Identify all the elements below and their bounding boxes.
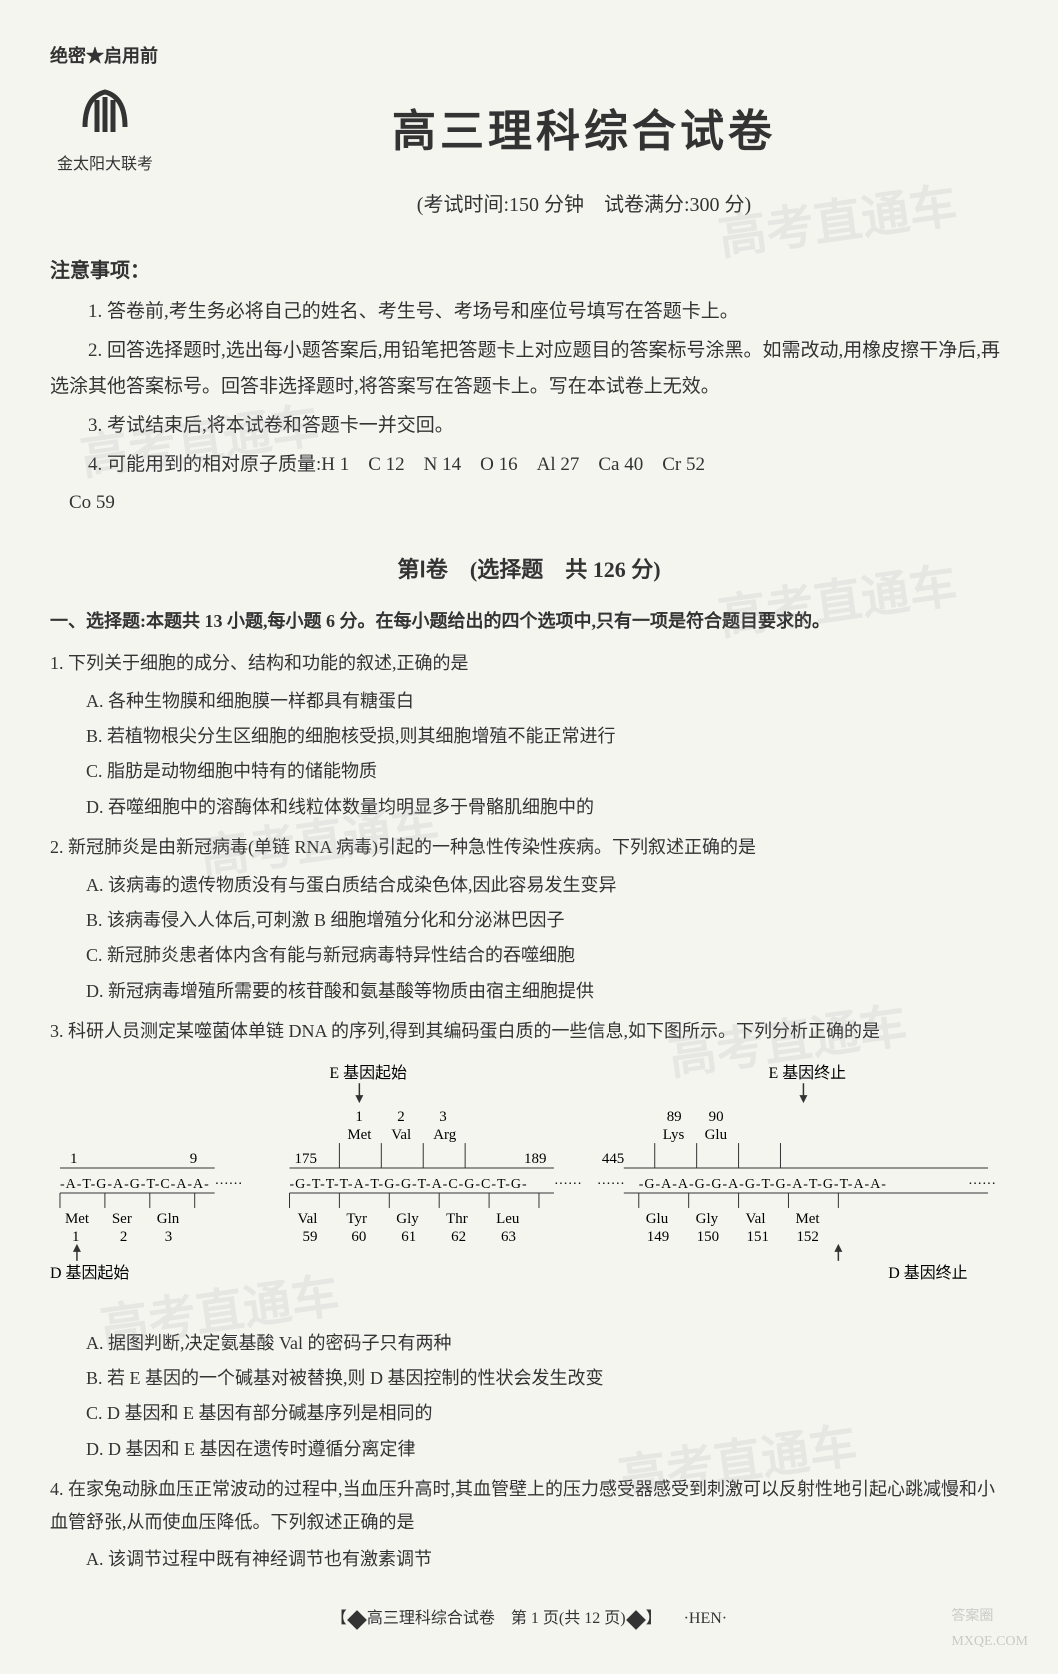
- question-2: 2. 新冠肺炎是由新冠病毒(单链 RNA 病毒)引起的一种急性传染性疾病。下列叙…: [50, 831, 1008, 1007]
- atomic-mass-co: Co 59: [50, 486, 1008, 520]
- svg-text:89: 89: [667, 1109, 682, 1125]
- svg-text:1: 1: [355, 1109, 362, 1125]
- instruction-item: 3. 考试结束后,将本试卷和答题卡一并交回。: [50, 408, 1008, 444]
- svg-text:Gly: Gly: [396, 1210, 419, 1226]
- main-title: 高三理科综合试卷: [160, 92, 1008, 171]
- instructions-title: 注意事项：: [50, 253, 1008, 289]
- e-end-label: E 基因终止: [769, 1064, 847, 1082]
- question-3: 3. 科研人员测定某噬菌体单链 DNA 的序列,得到其编码蛋白质的一些信息,如下…: [50, 1015, 1008, 1465]
- svg-text:61: 61: [401, 1228, 416, 1244]
- header-section: 金太阳大联考 高三理科综合试卷 (考试时间:150 分钟 试卷满分:300 分): [50, 82, 1008, 242]
- svg-text:60: 60: [351, 1228, 366, 1244]
- svg-text:······: ······: [968, 1177, 996, 1192]
- svg-text:175: 175: [294, 1151, 316, 1167]
- svg-text:62: 62: [451, 1228, 466, 1244]
- diamond-icon: [347, 1610, 367, 1630]
- option: A. 据图判断,决定氨基酸 Val 的密码子只有两种: [50, 1327, 1008, 1359]
- svg-text:Val: Val: [297, 1210, 317, 1226]
- corner-watermark: 答案圈 MXQE.COM: [951, 1604, 1028, 1654]
- svg-text:-G-A-A-G-G-A-G-T-G-A-T-G-T-A-A: -G-A-A-G-G-A-G-T-G-A-T-G-T-A-A-: [639, 1177, 887, 1192]
- logo-text: 金太阳大联考: [50, 151, 160, 180]
- gene-diagram: E 基因起始 E 基因终止 1 2 3 89 90 Met Val Arg Ly…: [50, 1063, 1008, 1312]
- svg-text:Thr: Thr: [446, 1210, 468, 1226]
- option: A. 该病毒的遗传物质没有与蛋白质结合成染色体,因此容易发生变异: [50, 869, 1008, 901]
- svg-text:63: 63: [501, 1228, 516, 1244]
- instruction-item: 1. 答卷前,考生务必将自己的姓名、考生号、考场号和座位号填写在答题卡上。: [50, 294, 1008, 330]
- svg-text:149: 149: [647, 1228, 669, 1244]
- question-text: 2. 新冠肺炎是由新冠病毒(单链 RNA 病毒)引起的一种急性传染性疾病。下列叙…: [50, 831, 1008, 863]
- svg-text:Gln: Gln: [157, 1210, 180, 1226]
- exam-info: (考试时间:150 分钟 试卷满分:300 分): [160, 187, 1008, 223]
- question-text: 1. 下列关于细胞的成分、结构和功能的叙述,正确的是: [50, 647, 1008, 679]
- svg-text:Met: Met: [65, 1210, 90, 1226]
- svg-text:3: 3: [165, 1228, 172, 1244]
- part-title: 第Ⅰ卷 (选择题 共 126 分): [50, 550, 1008, 590]
- svg-text:Lys: Lys: [663, 1127, 685, 1143]
- svg-text:Glu: Glu: [705, 1127, 728, 1143]
- svg-text:9: 9: [190, 1151, 197, 1167]
- svg-text:59: 59: [302, 1228, 317, 1244]
- option: C. 新冠肺炎患者体内含有能与新冠病毒特异性结合的吞噬细胞: [50, 939, 1008, 971]
- svg-text:-G-T-T-T-A-T-G-G-T-A-C-G-C-T-G: -G-T-T-T-A-T-G-G-T-A-C-G-C-T-G-: [290, 1177, 528, 1192]
- option: C. D 基因和 E 基因有部分碱基序列是相同的: [50, 1397, 1008, 1429]
- svg-text:Val: Val: [391, 1127, 411, 1143]
- option: B. 若 E 基因的一个碱基对被替换,则 D 基因控制的性状会发生改变: [50, 1362, 1008, 1394]
- svg-text:1: 1: [70, 1151, 77, 1167]
- svg-text:Met: Met: [347, 1127, 372, 1143]
- svg-text:······: ······: [215, 1177, 243, 1192]
- svg-text:Tyr: Tyr: [346, 1210, 367, 1226]
- svg-text:3: 3: [439, 1109, 446, 1125]
- svg-text:445: 445: [602, 1151, 624, 1167]
- svg-text:150: 150: [697, 1228, 719, 1244]
- svg-text:-A-T-G-A-G-T-C-A-A-: -A-T-G-A-G-T-C-A-A-: [60, 1177, 210, 1192]
- svg-text:······: ······: [554, 1177, 582, 1192]
- svg-text:······: ······: [597, 1177, 625, 1192]
- question-text: 4. 在家兔动脉血压正常波动的过程中,当血压升高时,其血管壁上的压力感受器感受到…: [50, 1473, 1008, 1538]
- title-block: 高三理科综合试卷 (考试时间:150 分钟 试卷满分:300 分): [160, 82, 1008, 242]
- option: A. 该调节过程中既有神经调节也有激素调节: [50, 1543, 1008, 1575]
- option: C. 脂肪是动物细胞中特有的储能物质: [50, 755, 1008, 787]
- page-footer: 【高三理科综合试卷 第 1 页(共 12 页)】·HEN·: [50, 1605, 1008, 1634]
- classification-label: 绝密★启用前: [50, 40, 1008, 72]
- logo-icon: [50, 82, 160, 146]
- svg-text:2: 2: [397, 1109, 404, 1125]
- svg-text:Glu: Glu: [646, 1210, 669, 1226]
- svg-text:152: 152: [796, 1228, 818, 1244]
- instruction-item: 2. 回答选择题时,选出每小题答案后,用铅笔把答题卡上对应题目的答案标号涂黑。如…: [50, 333, 1008, 405]
- option: B. 该病毒侵入人体后,可刺激 B 细胞增殖分化和分泌淋巴因子: [50, 904, 1008, 936]
- option: B. 若植物根尖分生区细胞的细胞核受损,则其细胞增殖不能正常进行: [50, 720, 1008, 752]
- svg-text:Ser: Ser: [112, 1210, 132, 1226]
- e-start-label: E 基因起始: [329, 1064, 407, 1082]
- option: A. 各种生物膜和细胞膜一样都具有糖蛋白: [50, 685, 1008, 717]
- svg-text:D 基因终止: D 基因终止: [888, 1263, 967, 1281]
- svg-text:1: 1: [72, 1228, 79, 1244]
- section-instruction: 一、选择题:本题共 13 小题,每小题 6 分。在每小题给出的四个选项中,只有一…: [50, 605, 1008, 637]
- diamond-icon: [626, 1610, 646, 1630]
- svg-text:90: 90: [709, 1109, 724, 1125]
- option: D. D 基因和 E 基因在遗传时遵循分离定律: [50, 1433, 1008, 1465]
- svg-text:2: 2: [120, 1228, 127, 1244]
- svg-text:Val: Val: [746, 1210, 766, 1226]
- svg-text:D 基因起始: D 基因起始: [50, 1263, 129, 1281]
- option: D. 吞噬细胞中的溶酶体和线粒体数量均明显多于骨骼肌细胞中的: [50, 791, 1008, 823]
- question-text: 3. 科研人员测定某噬菌体单链 DNA 的序列,得到其编码蛋白质的一些信息,如下…: [50, 1015, 1008, 1047]
- svg-text:Leu: Leu: [496, 1210, 520, 1226]
- option: D. 新冠病毒增殖所需要的核苷酸和氨基酸等物质由宿主细胞提供: [50, 975, 1008, 1007]
- atomic-masses: 4. 可能用到的相对原子质量:H 1 C 12 N 14 O 16 Al 27 …: [50, 447, 1008, 483]
- logo-block: 金太阳大联考: [50, 82, 160, 180]
- question-4: 4. 在家兔动脉血压正常波动的过程中,当血压升高时,其血管壁上的压力感受器感受到…: [50, 1473, 1008, 1575]
- svg-text:Arg: Arg: [433, 1127, 457, 1143]
- svg-text:Met: Met: [795, 1210, 820, 1226]
- question-1: 1. 下列关于细胞的成分、结构和功能的叙述,正确的是 A. 各种生物膜和细胞膜一…: [50, 647, 1008, 823]
- svg-text:151: 151: [747, 1228, 769, 1244]
- svg-text:Gly: Gly: [696, 1210, 719, 1226]
- svg-text:189: 189: [524, 1151, 546, 1167]
